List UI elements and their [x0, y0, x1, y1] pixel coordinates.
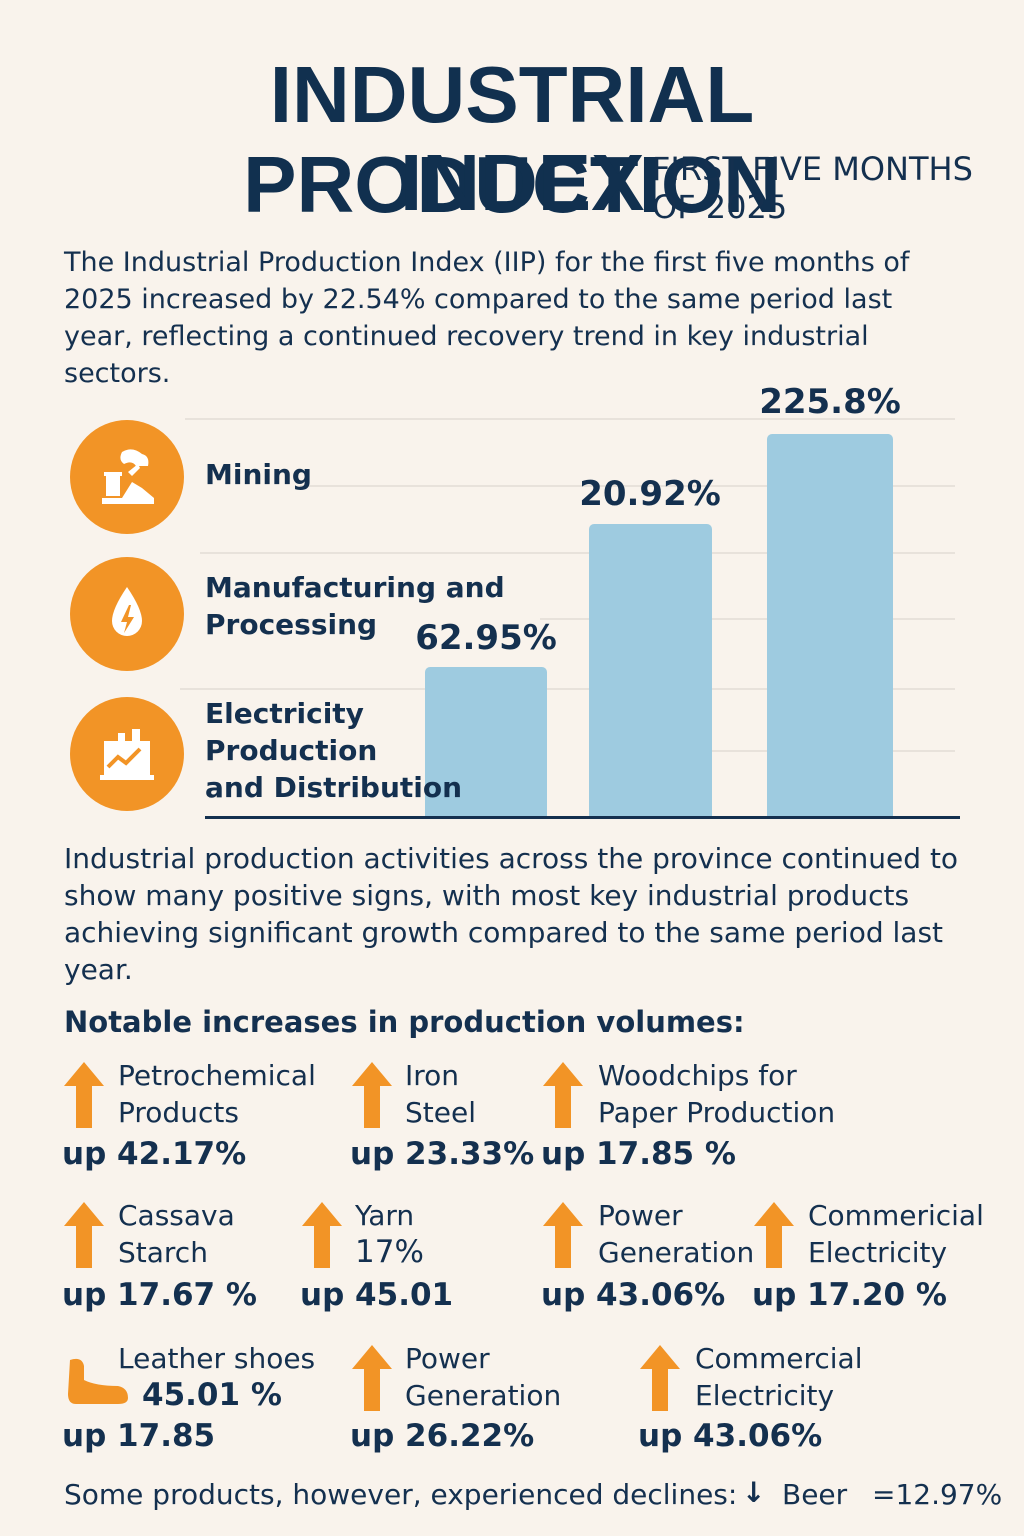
sector-label-manufacturing: Manufacturing and Processing	[205, 569, 505, 643]
item-name-line: Woodchips for	[598, 1059, 797, 1092]
gridline	[200, 552, 955, 554]
title-line-2: INDEX	[400, 138, 645, 227]
arrow-up-icon	[543, 1202, 583, 1268]
item-name-line: Power	[405, 1342, 490, 1375]
bar-0	[425, 667, 547, 816]
item-name-line: Petrochemical	[118, 1059, 316, 1092]
item-value: up 23.33%	[350, 1136, 535, 1172]
gridline	[180, 688, 955, 690]
arrow-up-icon	[64, 1062, 104, 1128]
item-value: up 43.06%	[638, 1418, 823, 1454]
gridline	[300, 485, 955, 487]
decline-value: =12.97%	[872, 1478, 1003, 1511]
arrow-up-icon	[543, 1062, 583, 1128]
item-name: Iron Steel	[405, 1057, 476, 1131]
item-name: Commercial Electricity	[695, 1340, 862, 1414]
item-name-line: Steel	[405, 1096, 476, 1129]
item-name: Woodchips for Paper Production	[598, 1057, 835, 1131]
bar-1-data-label: 20.92%	[579, 474, 721, 514]
item-name: Cassava Starch	[118, 1197, 235, 1271]
item-name-line: Generation	[598, 1236, 755, 1269]
bar-1	[589, 524, 712, 816]
arrow-down-icon: ↓	[742, 1476, 766, 1509]
item-name-line: Products	[118, 1096, 239, 1129]
item-name-line: Electricity	[808, 1236, 948, 1269]
item-name-line: Commercial	[695, 1342, 863, 1375]
item-name-line: Yarn	[355, 1199, 415, 1232]
item-value: up 17.85 %	[541, 1136, 736, 1172]
item-name-line: Electricity	[695, 1379, 835, 1412]
item-name: Leather shoes 45.01 %	[118, 1340, 315, 1414]
item-name: Yarn 17%	[355, 1197, 424, 1271]
sector-label-line: Mining	[205, 458, 312, 491]
item-value: up 45.01	[300, 1277, 454, 1313]
arrow-up-icon	[352, 1345, 392, 1411]
sector-label-electricity: Electricity Production and Distribution	[205, 695, 462, 806]
item-value: up 42.17%	[62, 1136, 247, 1172]
arrow-up-icon	[302, 1202, 342, 1268]
item-name: Power Generation	[598, 1197, 754, 1271]
item-name-line: Power	[598, 1199, 683, 1232]
item-value: up 26.22%	[350, 1418, 535, 1454]
factory-chart-icon	[70, 697, 184, 811]
arrow-up-icon	[64, 1202, 104, 1268]
arrow-up-icon	[754, 1202, 794, 1268]
item-name-line: Starch	[118, 1236, 208, 1269]
item-name-line: Generation	[405, 1379, 562, 1412]
bar-0-data-label: 62.95%	[415, 618, 557, 658]
bar-2	[767, 434, 893, 816]
item-name-line: Iron	[405, 1059, 460, 1092]
bar-2-data-label: 225.8%	[759, 382, 901, 422]
sector-label-mining: Mining	[205, 456, 312, 493]
item-value: up 17.85	[62, 1418, 216, 1454]
item-value: up 17.20 %	[752, 1277, 947, 1313]
item-name: Power Generation	[405, 1340, 561, 1414]
item-name-line: 17%	[355, 1234, 424, 1270]
sector-label-line: Electricity	[205, 697, 364, 730]
item-name-line: Leather shoes	[118, 1342, 316, 1375]
item-name-line: Cassava	[118, 1199, 235, 1232]
item-name-line: Paper Production	[598, 1096, 836, 1129]
item-name: Commericial Electricity	[808, 1197, 984, 1271]
mining-icon	[70, 420, 184, 534]
sector-label-line: Manufacturing and	[205, 571, 505, 604]
notable-heading: Notable increases in production volumes:	[64, 1005, 745, 1039]
decline-text: Some products, however, experienced decl…	[64, 1478, 738, 1511]
item-value: up 17.67 %	[62, 1277, 257, 1313]
sector-label-line: Processing	[205, 608, 378, 641]
sector-label-line: and Distribution	[205, 771, 463, 804]
item-name: Petrochemical Products	[118, 1057, 316, 1131]
arrow-up-icon	[352, 1062, 392, 1128]
gridline	[185, 418, 955, 420]
title-line-1: INDUSTRIAL PRODUCTION	[243, 50, 781, 229]
gridline	[540, 618, 955, 620]
subtitle: FIRST FIVE MONTHS OF 2025	[652, 150, 973, 226]
description-paragraph: Industrial production activities across …	[64, 842, 959, 986]
sector-label-line: Production	[205, 734, 378, 767]
intro-paragraph: The Industrial Production Index (IIP) fo…	[64, 247, 910, 389]
decline-product: Beer	[782, 1478, 848, 1511]
item-value: up 43.06%	[541, 1277, 726, 1313]
shoe-icon	[68, 1358, 128, 1404]
arrow-up-icon	[640, 1345, 680, 1411]
chart-baseline	[205, 816, 960, 819]
item-name-line: 45.01 %	[142, 1377, 282, 1413]
item-name-line: Commericial	[808, 1199, 984, 1232]
drop-bolt-icon	[70, 557, 184, 671]
